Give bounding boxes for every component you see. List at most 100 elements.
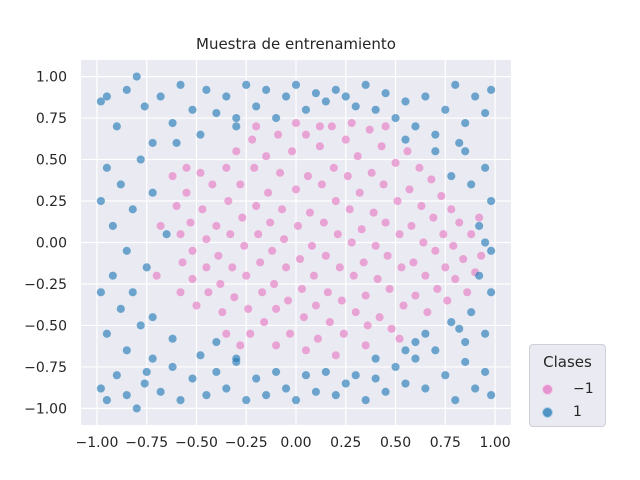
point-class-negative <box>301 345 311 355</box>
point-class-positive <box>401 345 410 355</box>
point-class-negative <box>297 284 307 294</box>
point-class-negative <box>369 208 379 218</box>
point-class-positive <box>162 229 172 239</box>
point-class-positive <box>291 80 301 90</box>
point-class-positive <box>480 163 490 173</box>
point-class-negative <box>311 301 321 310</box>
x-tick-label: 0.50 <box>380 435 411 451</box>
chart-title: Muestra de entrenamiento <box>196 35 396 53</box>
point-class-positive <box>251 102 261 111</box>
point-class-negative <box>231 146 241 156</box>
point-class-positive <box>410 354 420 364</box>
point-class-positive <box>102 163 112 173</box>
point-class-positive <box>420 329 430 339</box>
point-class-positive <box>176 395 185 405</box>
point-class-positive <box>231 113 241 123</box>
point-class-negative <box>323 287 333 297</box>
point-class-negative <box>395 229 404 239</box>
point-class-positive <box>446 317 456 327</box>
point-class-negative <box>355 188 365 198</box>
point-class-positive <box>430 146 440 156</box>
point-class-negative <box>283 296 293 306</box>
point-class-negative <box>182 188 191 198</box>
y-tick-label: 0.75 <box>36 111 67 127</box>
point-class-positive <box>460 146 470 156</box>
point-class-negative <box>227 262 237 272</box>
point-class-negative <box>383 251 393 261</box>
point-class-positive <box>211 337 221 347</box>
point-class-positive <box>140 102 150 111</box>
point-class-positive <box>136 155 146 164</box>
point-class-negative <box>319 218 329 228</box>
point-class-negative <box>462 287 472 297</box>
point-class-positive <box>331 390 341 400</box>
point-class-negative <box>351 307 361 317</box>
point-class-positive <box>148 312 158 322</box>
point-class-positive <box>148 354 158 364</box>
point-class-negative <box>217 307 227 317</box>
point-class-positive <box>96 287 106 297</box>
y-tick-label: −0.50 <box>24 318 67 334</box>
point-class-positive <box>480 329 490 339</box>
point-class-negative <box>349 271 359 281</box>
point-class-negative <box>273 130 283 140</box>
point-class-positive <box>271 113 281 123</box>
point-class-positive <box>168 362 178 372</box>
point-class-negative <box>309 271 319 281</box>
y-tick-label: −0.25 <box>24 277 67 293</box>
point-class-positive <box>311 88 321 98</box>
point-class-positive <box>112 370 122 380</box>
point-class-negative <box>168 171 178 181</box>
point-class-positive <box>188 105 197 115</box>
point-class-negative <box>251 201 261 211</box>
point-class-negative <box>379 179 389 189</box>
point-class-positive <box>122 390 132 400</box>
point-class-negative <box>176 287 185 297</box>
point-class-negative <box>363 321 373 330</box>
point-class-negative <box>448 241 458 251</box>
point-class-negative <box>357 224 367 234</box>
point-class-negative <box>367 168 377 178</box>
point-class-positive <box>195 130 205 140</box>
point-class-negative <box>197 204 207 214</box>
point-class-positive <box>128 204 138 214</box>
point-class-negative <box>301 130 311 140</box>
point-class-negative <box>414 163 424 173</box>
point-class-positive <box>381 387 391 397</box>
point-class-positive <box>486 85 496 95</box>
point-class-positive <box>440 105 450 115</box>
point-class-negative <box>476 251 486 261</box>
point-class-negative <box>418 238 428 247</box>
point-class-negative <box>235 340 245 350</box>
y-ticks: −1.00 −0.75 −0.50 −0.25 0.00 0.25 0.50 0.75 1.00 <box>24 70 67 418</box>
y-tick-label: −0.75 <box>24 360 67 376</box>
point-class-positive <box>102 92 112 101</box>
point-class-negative <box>279 234 289 244</box>
point-class-positive <box>351 370 361 380</box>
point-class-negative <box>375 312 385 322</box>
point-class-positive <box>96 384 106 393</box>
point-class-negative <box>249 163 259 173</box>
point-class-negative <box>315 141 325 151</box>
point-class-negative <box>399 301 408 310</box>
point-class-positive <box>128 287 138 297</box>
point-class-positive <box>381 88 391 98</box>
point-class-negative <box>436 191 446 201</box>
y-tick-label: −1.00 <box>24 401 67 417</box>
point-class-positive <box>122 345 132 355</box>
point-class-negative <box>211 221 221 231</box>
point-class-negative <box>331 350 341 360</box>
legend-title: Clases <box>543 353 592 371</box>
point-class-negative <box>361 291 371 301</box>
point-class-positive <box>176 80 185 90</box>
point-class-positive <box>291 395 301 405</box>
point-class-negative <box>377 141 387 151</box>
point-class-negative <box>277 204 287 214</box>
point-class-positive <box>142 262 152 272</box>
point-class-positive <box>470 384 480 393</box>
point-class-negative <box>263 188 273 198</box>
point-class-negative <box>176 229 185 239</box>
point-class-negative <box>313 334 323 344</box>
point-class-negative <box>341 135 351 145</box>
point-class-positive <box>470 92 480 101</box>
